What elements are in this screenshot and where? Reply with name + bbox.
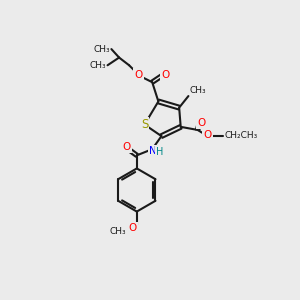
Text: CH₃: CH₃ xyxy=(93,45,110,54)
Text: O: O xyxy=(161,70,170,80)
Text: CH₃: CH₃ xyxy=(89,61,106,70)
Text: N: N xyxy=(149,146,157,156)
Text: O: O xyxy=(123,142,131,152)
Text: CH₃: CH₃ xyxy=(110,227,126,236)
Text: O: O xyxy=(203,130,212,140)
Text: CH₂CH₃: CH₂CH₃ xyxy=(225,131,258,140)
Text: O: O xyxy=(197,118,206,128)
Text: O: O xyxy=(134,70,142,80)
Text: O: O xyxy=(129,223,137,233)
Text: CH₃: CH₃ xyxy=(190,85,207,94)
Text: S: S xyxy=(141,118,148,131)
Text: H: H xyxy=(156,147,164,157)
